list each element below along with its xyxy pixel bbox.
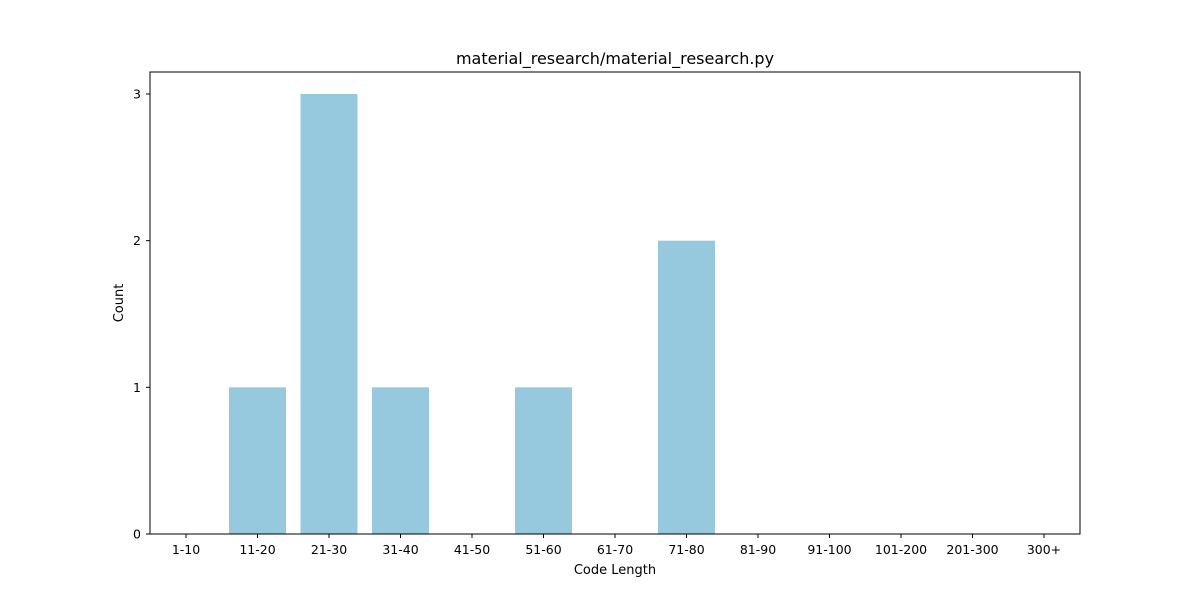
y-tick-label: 1 [133,380,141,395]
x-axis-label: Code Length [574,563,656,578]
x-tick-label: 201-300 [946,542,998,557]
bar-11-20 [229,387,286,534]
bar-31-40 [372,387,429,534]
y-axis: 0 1 2 3 [133,87,150,542]
chart-title: material_research/material_research.py [456,49,774,69]
y-tick-label: 3 [133,87,141,102]
x-tick-label: 61-70 [597,542,633,557]
x-tick-label: 11-20 [239,542,275,557]
bars-group [229,94,715,534]
x-tick-label: 71-80 [668,542,704,557]
y-tick-label: 0 [133,527,141,542]
y-axis-label: Count [112,284,127,323]
x-tick-label: 300+ [1027,542,1061,557]
x-tick-label: 101-200 [875,542,927,557]
x-tick-label: 81-90 [740,542,776,557]
x-tick-label: 1-10 [172,542,200,557]
x-axis: 1-10 11-20 21-30 31-40 41-50 51-60 61-70 71-80 8… [172,534,1061,557]
bar-71-80 [658,240,715,534]
x-tick-label: 21-30 [311,542,347,557]
y-tick-label: 2 [133,233,141,248]
bar-51-60 [515,387,572,534]
bar-21-30 [300,94,358,534]
x-tick-label: 41-50 [454,542,490,557]
x-tick-label: 51-60 [525,542,561,557]
x-tick-label: 31-40 [382,542,418,557]
plot-frame [149,71,1081,535]
x-tick-label: 91-100 [807,542,851,557]
